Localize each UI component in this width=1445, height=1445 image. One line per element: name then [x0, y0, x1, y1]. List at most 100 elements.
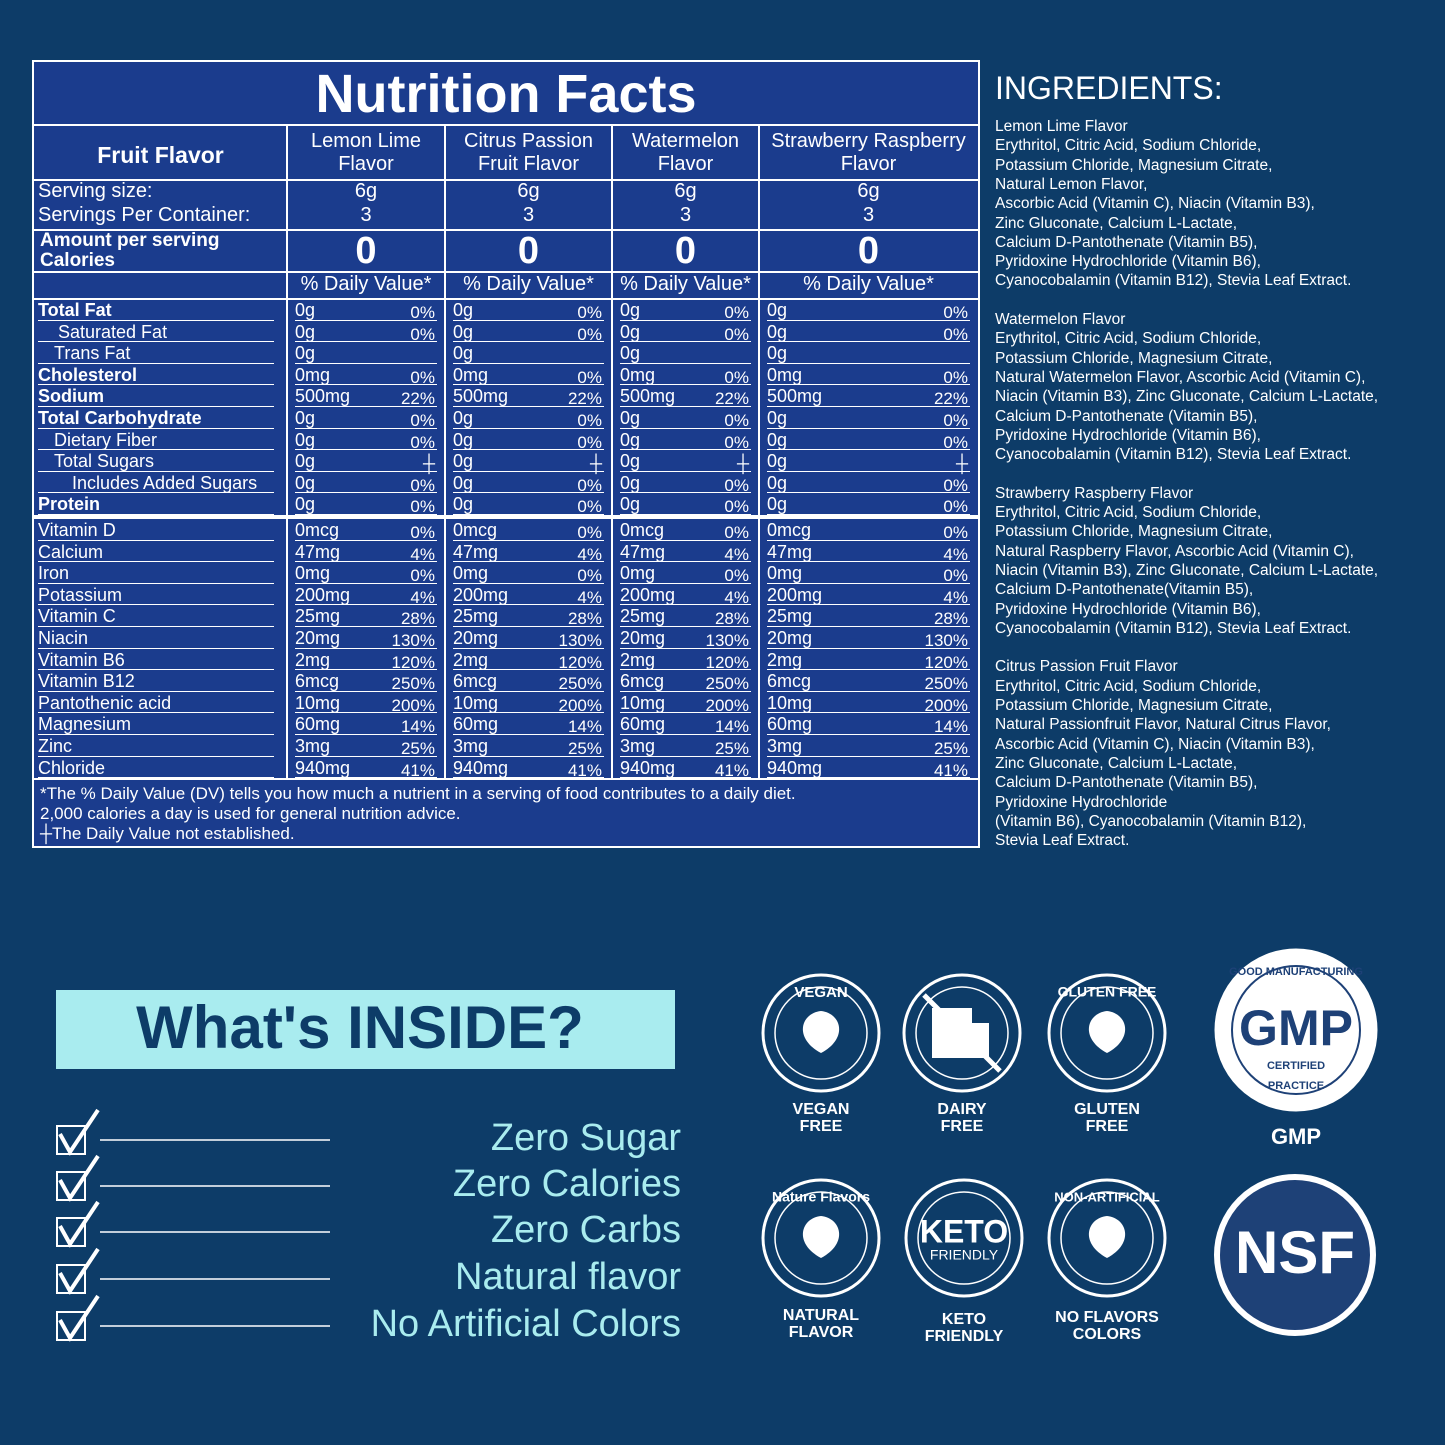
- calories-value: 0: [674, 230, 697, 272]
- amount: 200mg: [453, 584, 509, 605]
- amount: 0g: [620, 429, 641, 450]
- daily-value: 200%: [558, 695, 602, 715]
- amount: 3mg: [620, 736, 656, 756]
- rule: [620, 449, 751, 451]
- inside-title: What's INSIDE?: [136, 994, 584, 1061]
- ingredient-line: Potassium Chloride, Magnesium Citrate,: [995, 156, 1273, 174]
- rule: [38, 777, 274, 779]
- rule: [767, 514, 970, 515]
- rule: [295, 470, 437, 472]
- ingredient-line: Pyridoxine Hydrochloride (Vitamin B6),: [995, 253, 1261, 271]
- daily-value: 22%: [567, 389, 602, 409]
- ingredient-line: Ascorbic Acid (Vitamin C), Niacin (Vitam…: [995, 735, 1315, 753]
- rule: [620, 492, 751, 494]
- daily-value: 130%: [705, 631, 749, 650]
- dv-header: % Daily Value*: [803, 273, 934, 295]
- rule: [767, 362, 970, 364]
- daily-value: 22%: [933, 389, 968, 409]
- checkmark: [58, 1108, 100, 1156]
- rule: [767, 582, 970, 584]
- slash: [922, 993, 1002, 1073]
- amount: 0mcg: [295, 520, 340, 540]
- amount: 47mg: [767, 541, 813, 562]
- rule: [38, 406, 274, 407]
- rule: [620, 319, 751, 321]
- badge-inner: [915, 986, 1009, 1080]
- footnote: *The % Daily Value (DV) tells you how mu…: [40, 784, 796, 803]
- daily-value: 14%: [400, 717, 435, 737]
- badge-circle: [1214, 948, 1378, 1112]
- amount: 0mg: [620, 563, 656, 584]
- daily-value: 0%: [724, 475, 749, 495]
- daily-value: 0%: [577, 497, 602, 517]
- daily-value: 28%: [567, 609, 602, 629]
- ingredient-line: Cyanocobalamin (Vitamin B12), Stevia Lea…: [995, 272, 1352, 290]
- amount: 0g: [620, 343, 641, 364]
- ingredient-line: (Vitamin B6), Cyanocobalamin (Vitamin B1…: [995, 812, 1307, 830]
- carton-icon: [932, 1008, 972, 1058]
- amount: 0g: [620, 472, 641, 493]
- daily-value: 41%: [567, 760, 602, 780]
- daily-value: 0%: [410, 566, 435, 586]
- daily-value: ┼: [736, 454, 749, 474]
- amount: 0g: [767, 408, 788, 428]
- footnote: ┼The Daily Value not established.: [40, 824, 295, 843]
- badge-icon-text: NON-ARTIFICIAL: [1054, 1189, 1159, 1204]
- rule: [295, 582, 437, 584]
- rule: [38, 669, 274, 671]
- badge-label: VEGAN: [793, 1101, 850, 1118]
- rule: [295, 647, 437, 649]
- badge-label: DAIRY: [937, 1101, 987, 1118]
- nutrient-name: Protein: [38, 494, 101, 515]
- amount: 0mcg: [767, 520, 812, 540]
- rule: [620, 647, 751, 649]
- rule: [295, 449, 437, 451]
- rule: [38, 427, 274, 429]
- daily-value: ┼: [589, 454, 602, 474]
- servings: 3: [360, 204, 372, 226]
- ingredient-line: Pyridoxine Hydrochloride (Vitamin B6),: [995, 600, 1261, 618]
- amount: 60mg: [620, 714, 666, 735]
- rule: [38, 734, 274, 735]
- rule: [453, 362, 604, 364]
- badge-label: GMP: [1271, 1124, 1321, 1149]
- amount: 0mg: [767, 563, 803, 584]
- amount: 0g: [453, 343, 474, 364]
- ingredient-group: Strawberry Raspberry Flavor: [995, 484, 1194, 502]
- inside-item: Zero Calories: [453, 1163, 681, 1205]
- nutrient-name: Iron: [38, 563, 70, 584]
- nutrient-name: Zinc: [38, 736, 73, 756]
- badge-circle: [1047, 1178, 1167, 1298]
- dv-header: % Daily Value*: [620, 273, 751, 295]
- rule: [620, 626, 751, 627]
- daily-value: 250%: [391, 674, 435, 694]
- ingredient-line: Niacin (Vitamin B3), Zinc Gluconate, Cal…: [995, 388, 1379, 406]
- rule: [453, 582, 604, 584]
- rule: [295, 669, 437, 671]
- amount: 0g: [295, 429, 316, 450]
- rule: [38, 319, 274, 321]
- amount: 0mcg: [620, 520, 665, 540]
- badge-icon-text: FRIENDLY: [930, 1247, 999, 1263]
- rule: [767, 492, 970, 494]
- amount: 2mg: [767, 649, 803, 670]
- nutrient-name: Niacin: [38, 628, 89, 648]
- daily-value: 0%: [410, 497, 435, 517]
- rule: [295, 406, 437, 407]
- rule: [38, 384, 274, 386]
- rule: [767, 626, 970, 627]
- ingredient-line: Erythritol, Citric Acid, Sodium Chloride…: [995, 677, 1262, 695]
- ingredient-group: Watermelon Flavor: [995, 311, 1126, 328]
- rule: [453, 427, 604, 429]
- amount: 20mg: [295, 628, 341, 648]
- amount: 47mg: [295, 541, 341, 562]
- amount: 0g: [767, 321, 788, 342]
- nutrient-name: Saturated Fat: [58, 321, 168, 342]
- badge-circle: [1047, 973, 1167, 1093]
- amount: 0g: [767, 429, 788, 450]
- table-title: Nutrition Facts: [315, 64, 697, 124]
- amount: 0g: [295, 300, 316, 320]
- rule: [767, 427, 970, 429]
- daily-value: 41%: [400, 760, 435, 780]
- inside-item: Zero Sugar: [491, 1117, 681, 1159]
